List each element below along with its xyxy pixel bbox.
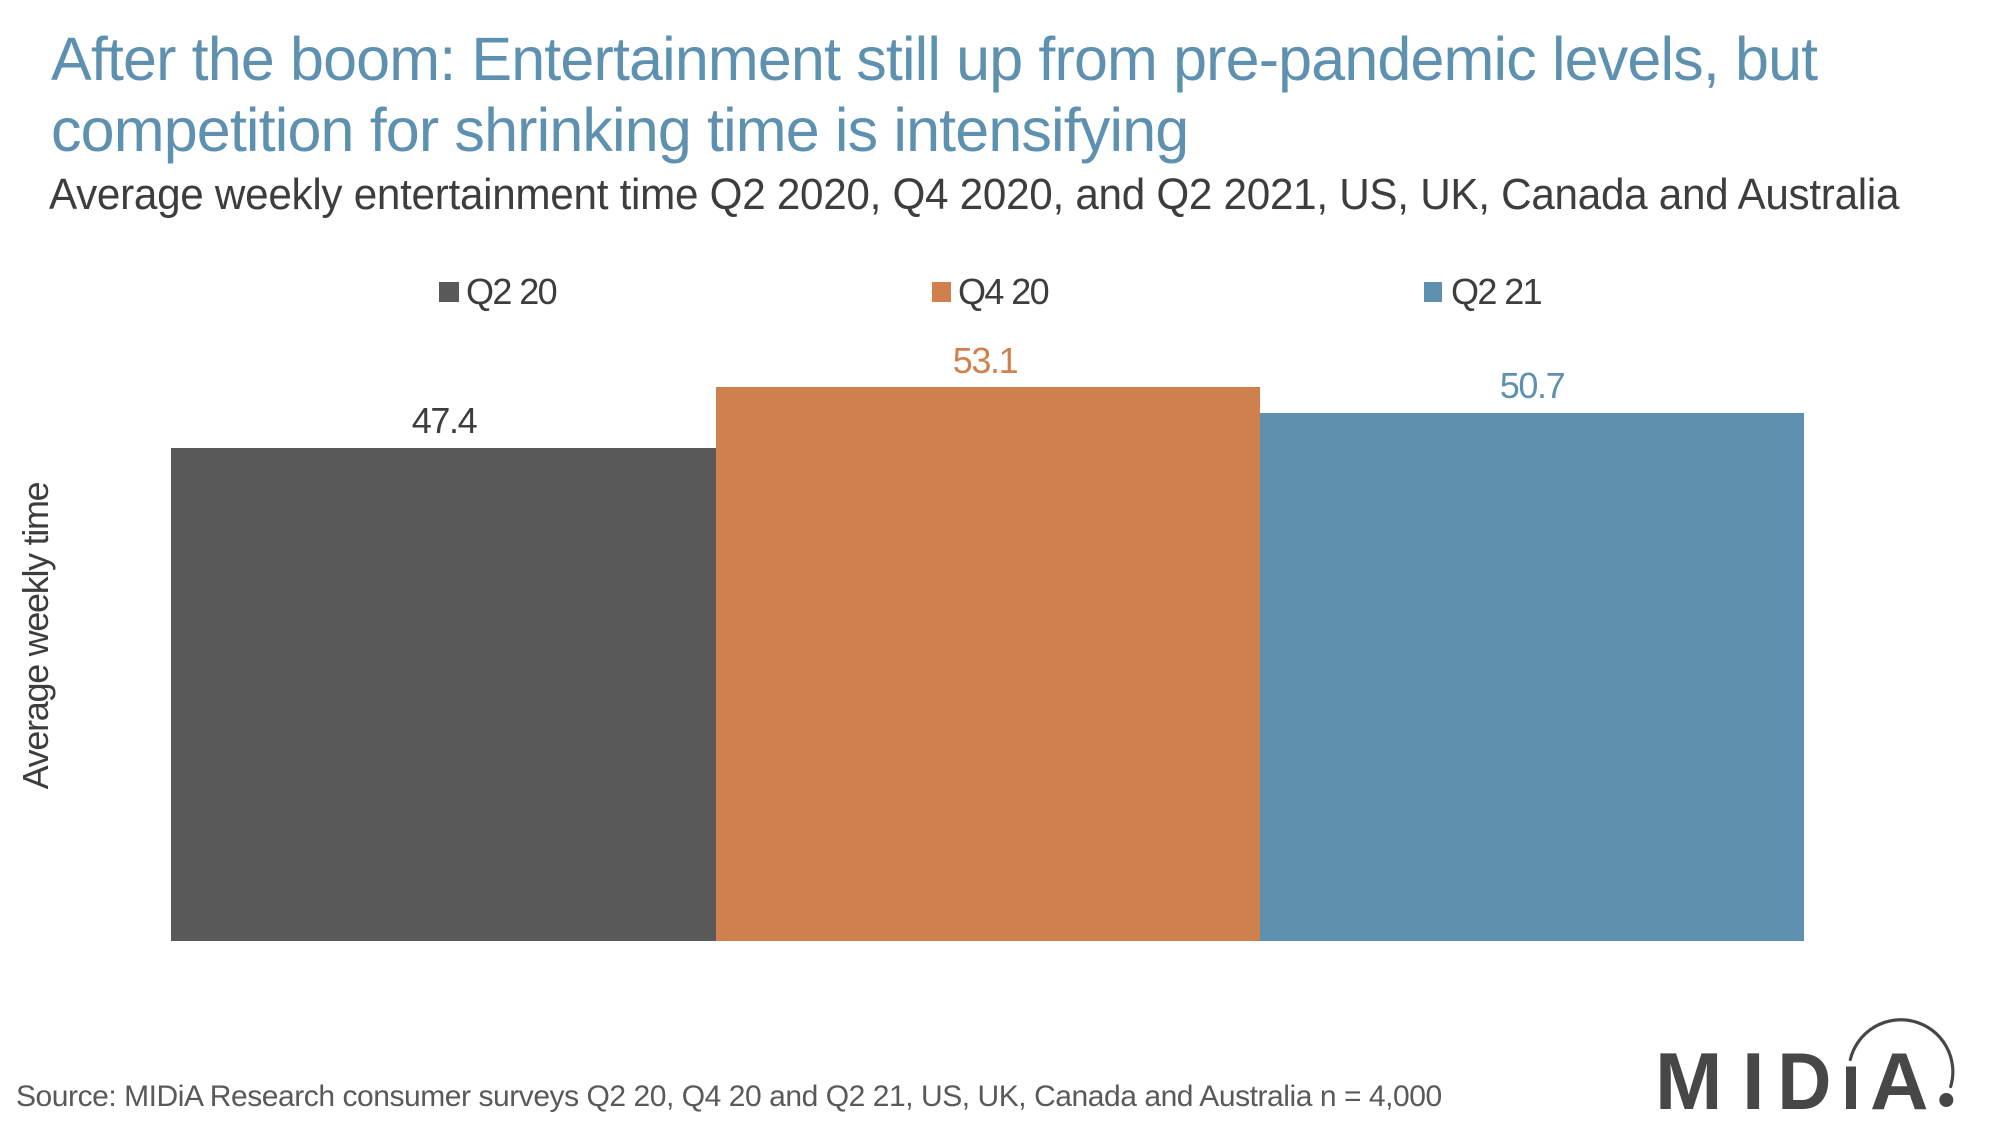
svg-text:I: I — [1742, 1037, 1765, 1127]
svg-text:M: M — [1655, 1037, 1722, 1127]
svg-text:D: D — [1777, 1037, 1831, 1127]
svg-text:A: A — [1870, 1037, 1929, 1127]
